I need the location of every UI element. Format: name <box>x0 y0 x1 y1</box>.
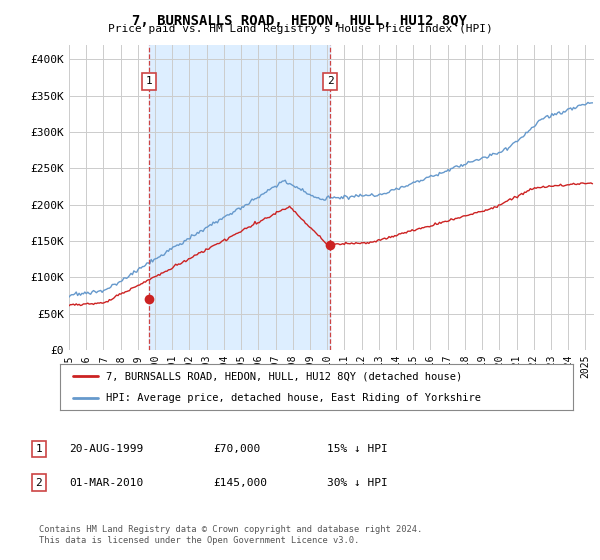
Text: 1: 1 <box>145 76 152 86</box>
Text: 01-MAR-2010: 01-MAR-2010 <box>69 478 143 488</box>
Text: £70,000: £70,000 <box>213 444 260 454</box>
Text: Price paid vs. HM Land Registry's House Price Index (HPI): Price paid vs. HM Land Registry's House … <box>107 24 493 34</box>
Text: 15% ↓ HPI: 15% ↓ HPI <box>327 444 388 454</box>
Text: 1: 1 <box>35 444 43 454</box>
Text: 2: 2 <box>35 478 43 488</box>
Text: 2: 2 <box>327 76 334 86</box>
Text: 30% ↓ HPI: 30% ↓ HPI <box>327 478 388 488</box>
Text: £145,000: £145,000 <box>213 478 267 488</box>
Bar <box>149 45 330 350</box>
Text: 7, BURNSALLS ROAD, HEDON, HULL, HU12 8QY (detached house): 7, BURNSALLS ROAD, HEDON, HULL, HU12 8QY… <box>106 371 463 381</box>
Text: HPI: Average price, detached house, East Riding of Yorkshire: HPI: Average price, detached house, East… <box>106 393 481 403</box>
Text: Contains HM Land Registry data © Crown copyright and database right 2024.
This d: Contains HM Land Registry data © Crown c… <box>39 525 422 545</box>
Text: 20-AUG-1999: 20-AUG-1999 <box>69 444 143 454</box>
Text: 7, BURNSALLS ROAD, HEDON, HULL, HU12 8QY: 7, BURNSALLS ROAD, HEDON, HULL, HU12 8QY <box>133 14 467 28</box>
